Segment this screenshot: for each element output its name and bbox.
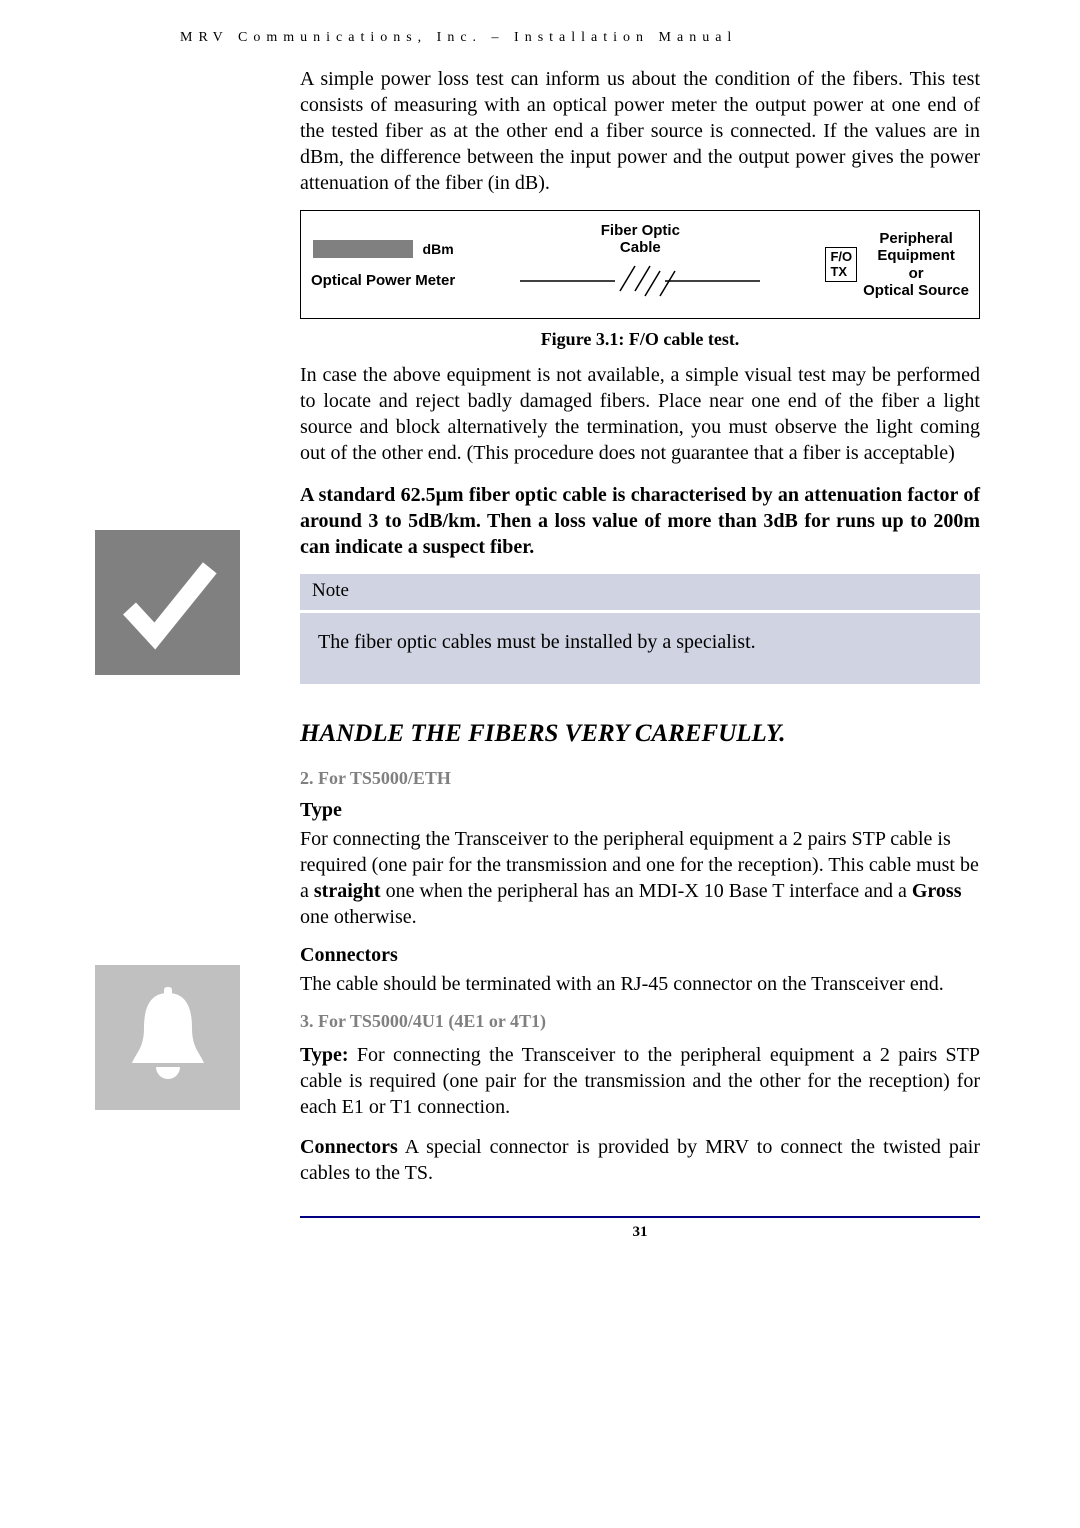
fo-tx-box: F/O TX <box>825 247 857 282</box>
handle-heading: HANDLE THE FIBERS VERY CAREFULLY. <box>300 720 980 748</box>
optical-meter-label: Optical Power Meter <box>311 272 455 289</box>
cable-label: Fiber Optic Cable <box>601 223 680 256</box>
page-number: 31 <box>633 1224 648 1240</box>
connectors-body: The cable should be terminated with an R… <box>300 971 980 997</box>
peripheral-label: Peripheral Equipment or Optical Source <box>863 230 969 299</box>
figure-diagram: dBm Optical Power Meter Fiber Optic Cabl… <box>300 210 980 319</box>
dbm-bar <box>313 240 413 258</box>
type-body: For connecting the Transceiver to the pe… <box>300 826 980 930</box>
bell-icon <box>95 965 240 1110</box>
connectors-heading: Connectors <box>300 944 980 967</box>
running-header: MRV Communications, Inc. – Installation … <box>180 30 980 46</box>
note-box: Note The fiber optic cables must be inst… <box>300 574 980 684</box>
attenuation-note: A standard 62.5μm fiber optic cable is c… <box>300 482 980 560</box>
checkmark-icon <box>95 530 240 675</box>
connectors2-paragraph: Connectors A special connector is provid… <box>300 1134 980 1186</box>
dbm-label: dBm <box>423 241 454 257</box>
subhead-ts5000-4u1: 3. For TS5000/4U1 (4E1 or 4T1) <box>300 1011 980 1032</box>
subhead-ts5000-eth: 2. For TS5000/ETH <box>300 768 980 789</box>
page-footer: 31 <box>300 1216 980 1241</box>
intro-paragraph: A simple power loss test can inform us a… <box>300 66 980 196</box>
note-title: Note <box>300 574 980 613</box>
type-heading: Type <box>300 799 980 822</box>
type2-paragraph: Type: For connecting the Transceiver to … <box>300 1042 980 1120</box>
figure-caption: Figure 3.1: F/O cable test. <box>300 329 980 350</box>
visual-test-paragraph: In case the above equipment is not avail… <box>300 362 980 466</box>
note-body: The fiber optic cables must be installed… <box>300 613 980 684</box>
cable-line-icon <box>520 256 760 306</box>
